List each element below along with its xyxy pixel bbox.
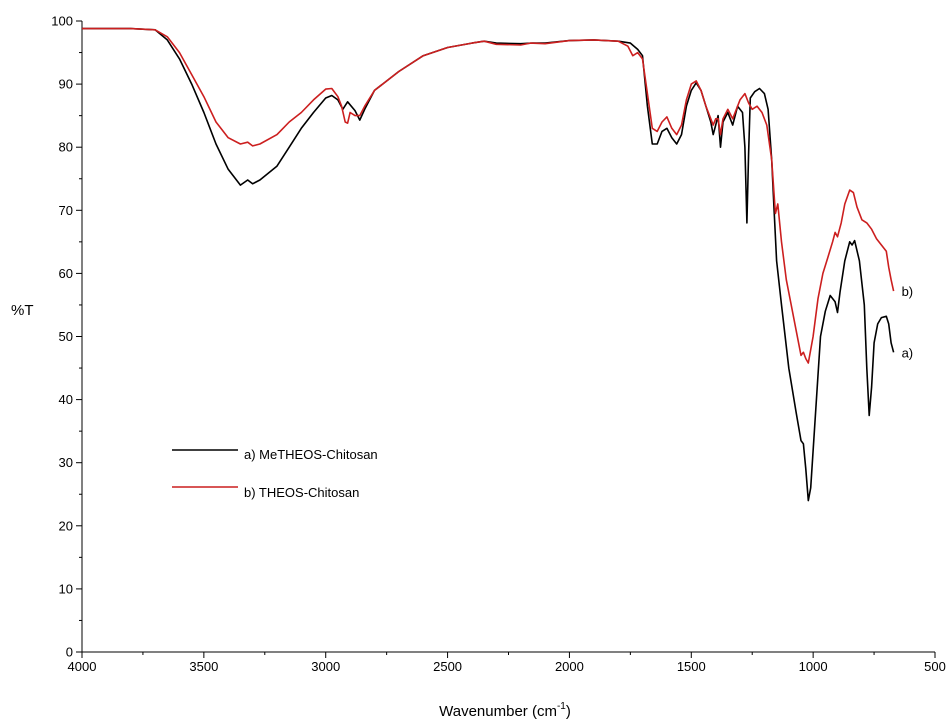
series-end-labels: a) b) <box>902 284 914 360</box>
x-tick-label-3500: 3500 <box>189 659 218 674</box>
x-tick-label-4000: 4000 <box>68 659 97 674</box>
legend-label-a: a) MeTHEOS-Chitosan <box>244 447 378 462</box>
y-tick-label-10: 10 <box>59 581 73 596</box>
x-tick-label-2500: 2500 <box>433 659 462 674</box>
legend: a) MeTHEOS-Chitosan b) THEOS-Chitosan <box>172 447 378 500</box>
y-tick-label-50: 50 <box>59 329 73 344</box>
y-tick-label-70: 70 <box>59 203 73 218</box>
x-tick-label-1000: 1000 <box>799 659 828 674</box>
y-tick-label-100: 100 <box>51 14 73 29</box>
y-axis-title: %T <box>11 302 34 319</box>
x-axis-title-sup: -1 <box>557 701 566 712</box>
x-axis-title-end: ) <box>566 703 571 720</box>
series-line-1 <box>82 27 895 364</box>
y-tick-label-0: 0 <box>66 645 73 660</box>
x-axis-title-main: Wavenumber (cm <box>439 703 557 720</box>
legend-label-b: b) THEOS-Chitosan <box>244 485 359 500</box>
x-tick-label-500: 500 <box>924 659 946 674</box>
series-line-0 <box>82 27 895 502</box>
y-axis-ticks: 0 10 20 30 40 50 60 70 80 90 100 <box>51 14 82 660</box>
y-tick-label-40: 40 <box>59 392 73 407</box>
y-tick-label-90: 90 <box>59 77 73 92</box>
series-end-label-0: a) <box>902 345 914 360</box>
series-layer <box>82 27 895 502</box>
x-axis-ticks: 4000 3500 3000 2500 2000 1500 1000 500 <box>68 652 946 674</box>
x-axis-title: Wavenumber (cm-1) <box>439 701 571 720</box>
y-tick-label-20: 20 <box>59 518 73 533</box>
x-tick-label-2000: 2000 <box>555 659 584 674</box>
series-end-label-1: b) <box>902 284 914 299</box>
x-tick-label-3000: 3000 <box>311 659 340 674</box>
y-tick-label-80: 80 <box>59 140 73 155</box>
y-tick-label-60: 60 <box>59 266 73 281</box>
plot-frame <box>81 21 935 653</box>
x-tick-label-1500: 1500 <box>677 659 706 674</box>
y-tick-label-30: 30 <box>59 455 73 470</box>
